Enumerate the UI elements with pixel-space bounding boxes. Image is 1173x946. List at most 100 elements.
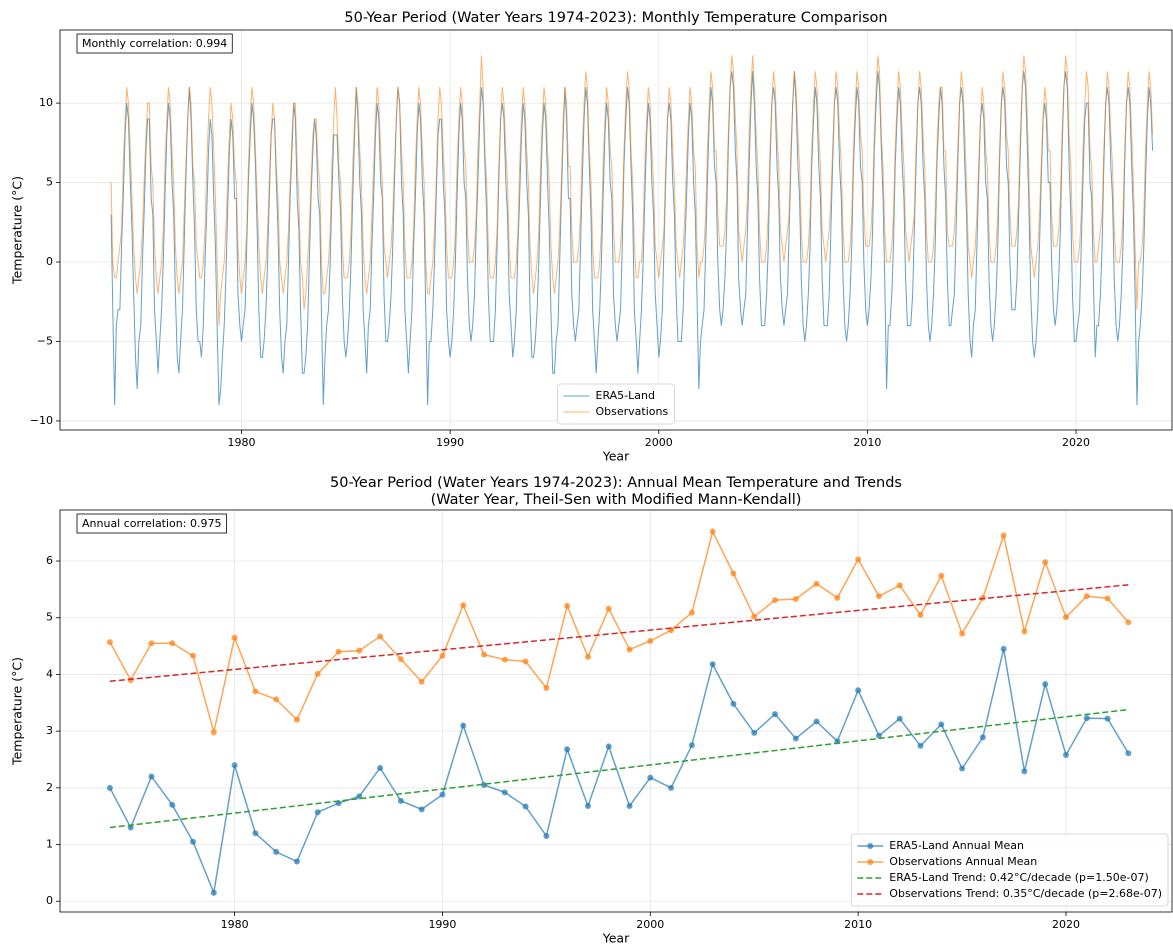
data-point [169,640,176,647]
data-point [148,640,155,647]
data-point [314,809,321,816]
x-tick-label: 1980 [221,918,249,931]
data-point [917,611,924,618]
annotation-box [76,33,233,54]
data-point [522,803,529,810]
data-point [314,670,321,677]
data-point [293,716,300,723]
data-point [543,833,550,840]
data-point [1042,559,1049,566]
legend-marker [867,843,874,849]
data-point [855,687,862,694]
data-point [792,735,799,742]
data-point [501,789,508,796]
legend-item: Observations Annual Mean [857,855,1037,868]
series-line [109,529,1129,733]
trend-line [109,708,1129,829]
data-point [564,602,571,609]
data-point [335,648,342,655]
plot-frame [59,509,1173,913]
data-point [543,685,550,692]
legend-label: ERA5-Land [596,389,655,402]
data-point [855,556,862,563]
data-point [1021,628,1028,635]
data-point [647,637,654,644]
data-point [938,721,945,728]
data-point [501,656,508,663]
y-tick-label: 6 [46,554,53,567]
annotation-text: Monthly correlation: 0.994 [82,37,227,50]
data-point [1125,750,1132,757]
data-point [896,715,903,722]
data-point [418,678,425,685]
y-tick-label: 1 [46,838,53,851]
legend-box [557,383,675,425]
data-point [106,639,113,646]
y-tick-label: 10 [39,96,53,109]
x-axis-label: Year [602,449,630,464]
x-tick-label: 2010 [844,918,872,931]
data-point [460,602,467,609]
data-point [605,605,612,612]
data-point [1000,532,1007,539]
legend-label: ERA5-Land Annual Mean [889,839,1024,852]
data-point [273,848,280,855]
data-point [751,729,758,736]
data-point [772,711,779,718]
legend-item: Observations Trend: 0.35°C/decade (p=2.6… [857,887,1162,900]
y-axis-label: Temperature (°C) [10,176,25,285]
data-point [356,647,363,654]
data-point [397,656,404,663]
data-point [730,570,737,577]
data-point [377,633,384,640]
y-tick-label: 4 [46,667,53,680]
data-point [1104,715,1111,722]
data-point [834,594,841,601]
data-point [231,762,238,769]
data-point [688,742,695,749]
data-point [481,651,488,658]
y-tick-label: 5 [46,176,53,189]
data-point [293,858,300,865]
x-tick-label: 1990 [436,436,464,449]
data-point [1083,593,1090,600]
y-tick-label: 3 [46,724,53,737]
data-point [1000,645,1007,652]
data-point [273,696,280,703]
data-point [938,572,945,579]
data-point [439,652,446,659]
data-point [1042,681,1049,688]
data-point [751,613,758,620]
data-point [148,773,155,780]
legend-item: ERA5-Land Trend: 0.42°C/decade (p=1.50e-… [857,871,1149,884]
legend-label: ERA5-Land Trend: 0.42°C/decade (p=1.50e-… [889,871,1148,884]
chart-title: 50-Year Period (Water Years 1974-2023): … [330,475,902,491]
x-tick-label: 2020 [1052,918,1080,931]
data-point [605,743,612,750]
annotation: Monthly correlation: 0.994 [76,33,233,54]
legend: ERA5-Land Observations [557,383,675,425]
x-tick-label: 1980 [228,436,256,449]
legend-item: ERA5-Land Annual Mean [857,839,1024,852]
data-point [875,593,882,600]
series-line [109,648,1129,896]
data-point [1062,614,1069,621]
x-tick-label: 2010 [853,436,881,449]
y-axis-label: Temperature (°C) [10,657,25,766]
data-point [564,746,571,753]
data-point [190,838,197,845]
data-point [772,597,779,604]
data-point [626,802,633,809]
x-tick-label: 1990 [428,918,456,931]
data-point [252,688,259,695]
series-line [110,55,1154,326]
data-point [1062,751,1069,758]
data-point [522,658,529,665]
annotation-text: Annual correlation: 0.975 [82,517,221,530]
data-point [709,528,716,535]
data-point [626,646,633,653]
data-point [584,802,591,809]
y-tick-label: 0 [46,894,53,907]
data-point [584,653,591,660]
